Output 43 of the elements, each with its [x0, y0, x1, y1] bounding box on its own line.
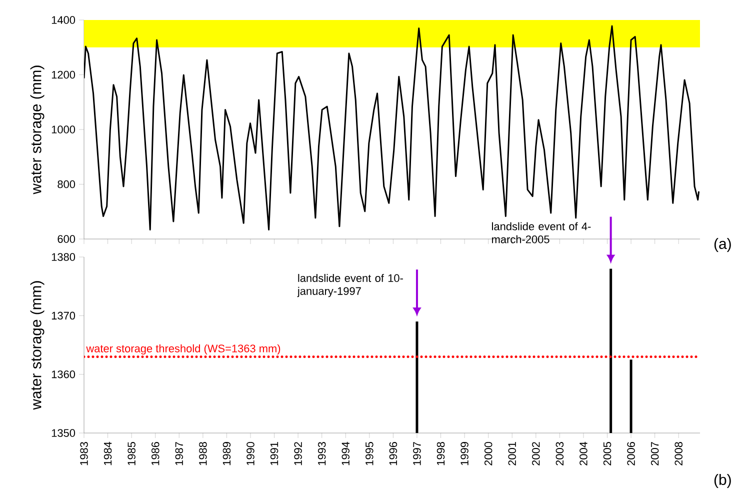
x-tick-label: 1983 [80, 442, 88, 466]
x-tick-label: 1989 [222, 442, 231, 466]
x-tick-label: 1992 [294, 442, 302, 466]
x-tick-label: 1991 [270, 442, 278, 466]
line-series [84, 25, 700, 230]
text: (b) [714, 474, 731, 488]
y-tick-label: 1350 [52, 429, 76, 437]
annotation: landslide event of 10-january-1997 [297, 274, 403, 298]
x-tick-label: 1984 [104, 442, 112, 466]
x-tick-label: 2003 [556, 442, 564, 466]
x-tick-label: 1988 [199, 442, 207, 466]
x-tick-label: 1999 [460, 442, 468, 466]
y-tick-label: 800 [58, 180, 76, 188]
y-tick-label: 1380 [52, 253, 76, 261]
x-tick-label: 2005 [603, 442, 612, 466]
y-tick-label: 1360 [52, 370, 76, 378]
ref-line-label: water storage threshold (WS=1363 mm) [86, 344, 280, 355]
x-tick-label: 1994 [342, 442, 350, 466]
annotation: landslide event of 4-march-2005 [492, 222, 591, 244]
x-tick-label: 2008 [674, 442, 682, 466]
text: (a) [714, 238, 731, 252]
x-tick-label: 1998 [436, 442, 445, 466]
x-tick-label: 2001 [508, 442, 516, 466]
x-tick-label: 2006 [627, 442, 635, 466]
y-tick-label: 1200 [52, 70, 76, 79]
x-tick-label: 2007 [650, 442, 659, 466]
x-tick-label: 1985 [128, 442, 136, 466]
y-axis-title: water storage (mm) [30, 66, 44, 194]
y-tick-label: 600 [58, 235, 76, 243]
x-tick-label: 1990 [246, 442, 254, 466]
x-tick-label: 1993 [318, 442, 326, 466]
x-tick-label: 2002 [532, 442, 540, 466]
y-tick-label: 1370 [52, 312, 76, 320]
x-tick-label: 2004 [580, 442, 588, 466]
x-tick-label: 1987 [175, 442, 184, 466]
y-tick-label: 1000 [52, 126, 76, 134]
x-tick-label: 1997 [413, 442, 421, 466]
x-tick-label: 2000 [484, 442, 492, 466]
y-tick-label: 1400 [52, 16, 76, 24]
x-tick-label: 1996 [389, 442, 398, 466]
x-tick-label: 1986 [151, 442, 160, 466]
x-tick-label: 1995 [366, 442, 374, 466]
y-axis-title: water storage (mm) [30, 281, 44, 410]
